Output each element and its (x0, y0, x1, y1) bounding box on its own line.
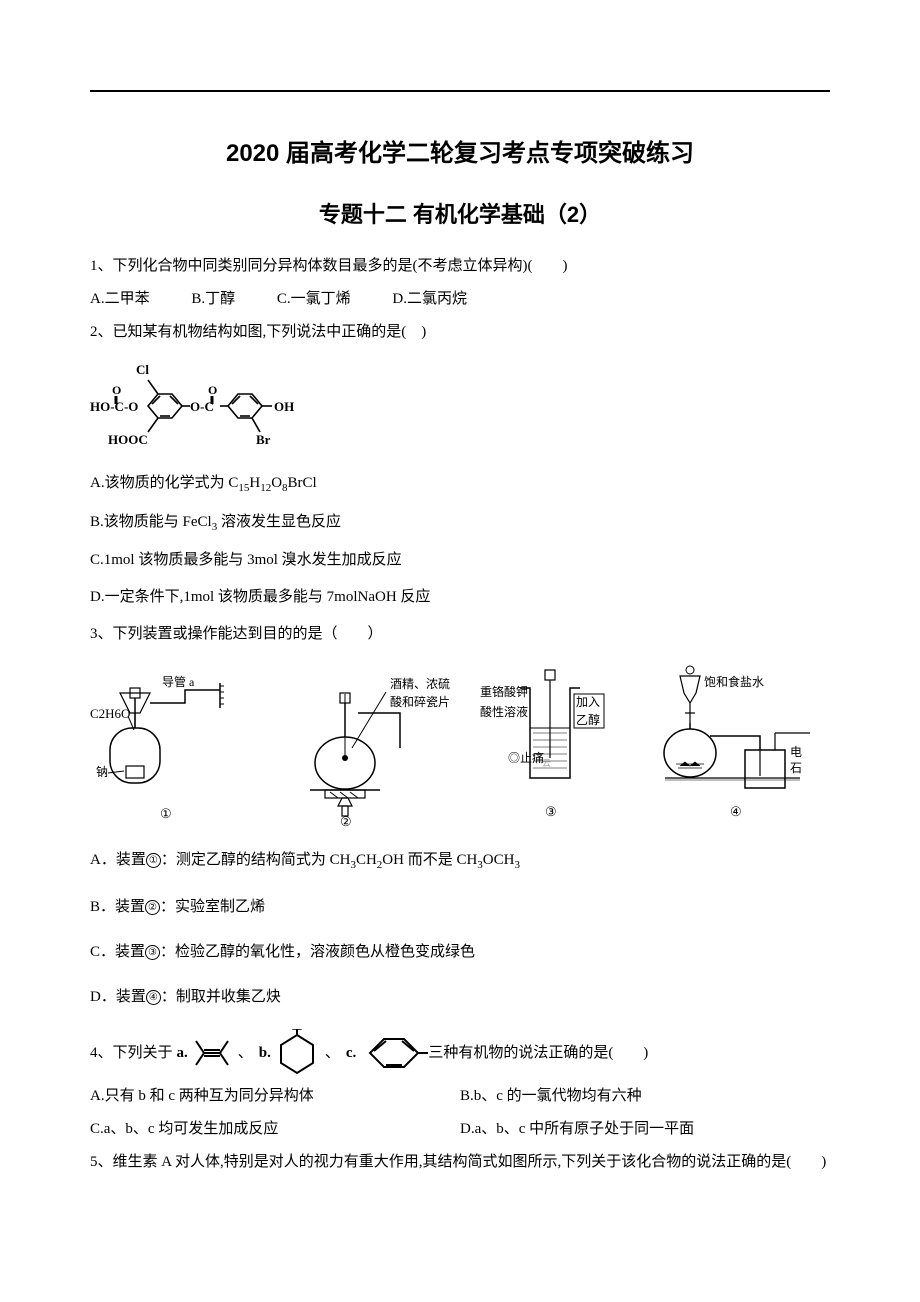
svg-text:重铬酸钾: 重铬酸钾 (480, 684, 528, 699)
q1-opt-c: C.一氯丁烯 (277, 291, 351, 307)
page-title: 2020 届高考化学二轮复习考点专项突破练习 (90, 132, 830, 175)
svg-text:HOOC: HOOC (108, 432, 148, 447)
q3-options: A．装置①：测定乙醇的结构简式为 CH3CH2OH 而不是 CH3OCH3 B．… (90, 847, 830, 1011)
svg-text:O: O (112, 383, 121, 397)
q4-options-row1: A.只有 b 和 c 两种互为同分异构体 B.b、c 的一氯代物均有六种 (90, 1083, 830, 1110)
q4-opt-c: C.a、b、c 均可发生加成反应 (90, 1116, 460, 1143)
q4-options-row2: C.a、b、c 均可发生加成反应 D.a、b、c 中所有原子处于同一平面 (90, 1116, 830, 1143)
q2-stem: 2、已知某有机物结构如图,下列说法中正确的是( ) (90, 319, 830, 346)
svg-text:②: ② (340, 814, 352, 829)
svg-text:O-C: O-C (190, 399, 214, 414)
svg-text:饱和食盐水: 饱和食盐水 (704, 674, 764, 689)
q3-opt-d: D．装置④：制取并收集乙炔 (90, 984, 830, 1011)
q1-stem: 1、下列化合物中同类别同分异构体数目最多的是(不考虑立体异构)( ) (90, 253, 830, 280)
q1-opt-a: A.二甲苯 (90, 291, 150, 307)
apparatus-2: 酒精、浓硫 酸和碎瓷片 ② (310, 676, 450, 829)
circled-3-icon: ③ (145, 945, 160, 960)
page-subtitle: 专题十二 有机化学基础（2） (90, 195, 830, 235)
q2-opt-d: D.一定条件下,1mol 该物质最多能与 7molNaOH 反应 (90, 584, 830, 611)
svg-text:①: ① (160, 806, 172, 821)
svg-text:乙醇: 乙醇 (576, 712, 600, 727)
svg-text:云: 云 (542, 758, 551, 768)
q4-label-c: c. (346, 1040, 356, 1067)
q3-opt-c: C．装置③：检验乙醇的氧化性，溶液颜色从橙色变成绿色 (90, 939, 830, 966)
svg-text:钠: 钠 (96, 764, 108, 779)
circled-4-icon: ④ (146, 990, 161, 1005)
svg-text:O: O (208, 383, 217, 397)
q4-stem: 4、下列关于 a. 、 b. 、 c. 三种有机物的说法正确的是( ) (90, 1029, 830, 1077)
q4-structure-a-icon (190, 1033, 234, 1073)
q1-opt-d: D.二氯丙烷 (392, 291, 467, 307)
svg-text:酸和碎瓷片: 酸和碎瓷片 (390, 694, 450, 709)
q4-structure-b-icon (273, 1029, 321, 1077)
circled-1-icon: ① (146, 853, 161, 868)
q3-opt-b: B．装置②：实验室制乙烯 (90, 894, 830, 921)
apparatus-1: 导管 a 钠 C2H6O ① (90, 674, 224, 821)
svg-text:加入: 加入 (576, 695, 600, 709)
q1-opt-b: B.丁醇 (191, 291, 235, 307)
svg-text:导管 a: 导管 a (162, 674, 195, 689)
q3-apparatus-figure: 导管 a 钠 C2H6O ① 酒精、浓硫 (90, 658, 830, 833)
top-rule (90, 90, 830, 92)
q1-options: A.二甲苯 B.丁醇 C.一氯丁烯 D.二氯丙烷 (90, 286, 830, 313)
svg-text:◎止痛: ◎止痛 (508, 750, 544, 765)
svg-text:OH: OH (274, 399, 294, 414)
q2-options: A.该物质的化学式为 C15H12O8BrCl B.该物质能与 FeCl3 溶液… (90, 470, 830, 612)
svg-text:Cl: Cl (136, 362, 149, 377)
q4-opt-b: B.b、c 的一氯代物均有六种 (460, 1083, 830, 1110)
q3-apparatus-svg: 导管 a 钠 C2H6O ① 酒精、浓硫 (90, 658, 830, 833)
circled-2-icon: ② (145, 900, 160, 915)
svg-text:HO-C-O: HO-C-O (90, 399, 138, 414)
apparatus-3: 重铬酸钾 酸性溶液 加入 乙醇 ◎止痛 云 ③ (480, 670, 604, 819)
q4-stem-post: 三种有机物的说法正确的是( ) (428, 1040, 648, 1067)
q5-stem: 5、维生素 A 对人体,特别是对人的视力有重大作用,其结构简式如图所示,下列关于… (90, 1149, 830, 1176)
q4-label-b: b. (259, 1040, 271, 1067)
svg-text:酸性溶液: 酸性溶液 (480, 704, 528, 719)
svg-text:C2H6O: C2H6O (90, 706, 130, 721)
svg-text:电: 电 (790, 745, 802, 759)
q2-structure-svg: HO-C-O O Cl HOOC O-C O OH Br (90, 356, 320, 456)
svg-text:石: 石 (790, 761, 802, 775)
q3-stem: 3、下列装置或操作能达到目的的是（ ） (90, 621, 830, 648)
q4-label-a: a. (177, 1040, 188, 1067)
q4-opt-a: A.只有 b 和 c 两种互为同分异构体 (90, 1083, 460, 1110)
svg-text:酒精、浓硫: 酒精、浓硫 (390, 676, 450, 691)
q4-structure-c-icon (358, 1031, 428, 1075)
q4-opt-d: D.a、b、c 中所有原子处于同一平面 (460, 1116, 830, 1143)
svg-text:Br: Br (256, 432, 271, 447)
svg-text:④: ④ (730, 804, 742, 819)
q2-opt-b: B.该物质能与 FeCl3 溶液发生显色反应 (90, 509, 830, 538)
q3-opt-a: A．装置①：测定乙醇的结构简式为 CH3CH2OH 而不是 CH3OCH3 (90, 847, 830, 876)
q2-opt-a: A.该物质的化学式为 C15H12O8BrCl (90, 470, 830, 499)
q2-structure-figure: HO-C-O O Cl HOOC O-C O OH Br (90, 356, 830, 456)
apparatus-4: 饱和食盐水 电 石 ④ (664, 666, 810, 819)
q4-stem-pre: 4、下列关于 (90, 1040, 173, 1067)
q2-opt-c: C.1mol 该物质最多能与 3mol 溴水发生加成反应 (90, 547, 830, 574)
svg-text:③: ③ (545, 804, 557, 819)
